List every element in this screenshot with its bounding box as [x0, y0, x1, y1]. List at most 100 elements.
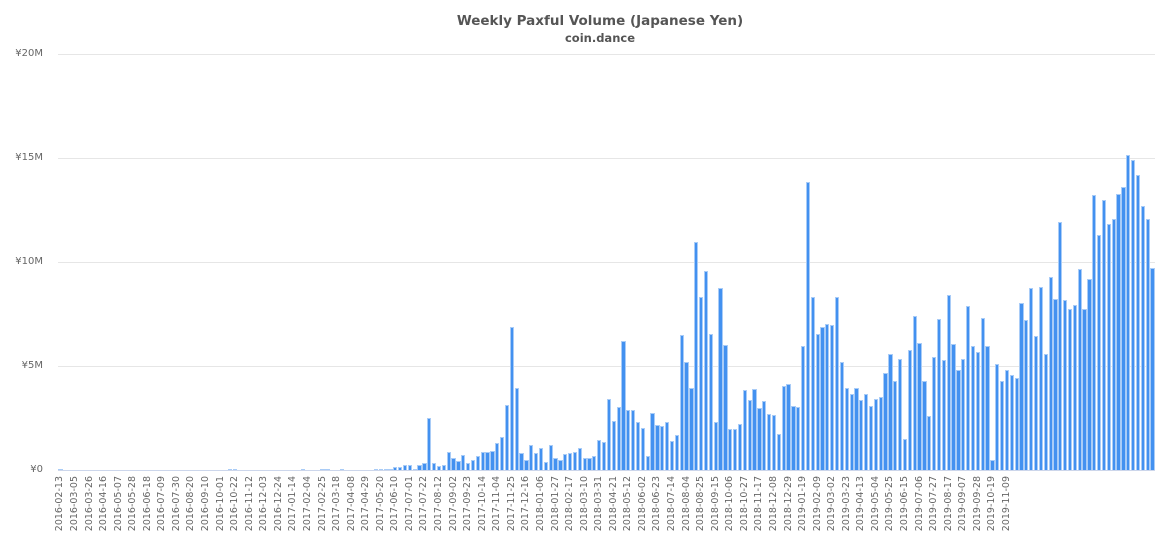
bar[interactable] [378, 468, 383, 470]
bar[interactable] [956, 369, 961, 470]
bar[interactable] [961, 358, 966, 470]
bar[interactable] [800, 345, 806, 470]
bar[interactable] [888, 354, 893, 470]
bar[interactable] [1131, 159, 1136, 470]
bar[interactable] [941, 359, 946, 470]
bar[interactable] [461, 455, 466, 470]
bar[interactable] [412, 468, 417, 470]
bar[interactable] [810, 297, 815, 470]
bar[interactable] [1024, 320, 1029, 470]
bar[interactable] [563, 453, 568, 470]
bar[interactable] [995, 363, 1000, 470]
bar[interactable] [1004, 369, 1010, 470]
bar[interactable] [1140, 205, 1145, 470]
bar[interactable] [529, 445, 534, 470]
bar[interactable] [1038, 286, 1044, 470]
bar[interactable] [1009, 375, 1014, 470]
bar[interactable] [451, 457, 456, 470]
bar[interactable] [558, 459, 563, 470]
bar[interactable] [509, 326, 514, 470]
bar[interactable] [407, 465, 413, 470]
bar[interactable] [422, 462, 427, 470]
bar[interactable] [936, 318, 942, 470]
bar[interactable] [980, 318, 985, 470]
bar[interactable] [1111, 218, 1116, 470]
bar[interactable] [883, 373, 888, 470]
bar[interactable] [1116, 193, 1121, 470]
bar[interactable] [519, 452, 524, 470]
bar[interactable] [893, 380, 898, 470]
bar[interactable] [436, 465, 442, 470]
bar[interactable] [723, 345, 728, 470]
bar[interactable] [771, 414, 777, 470]
bar[interactable] [543, 462, 548, 470]
bar[interactable] [441, 464, 446, 470]
bar[interactable] [1053, 299, 1058, 470]
bar[interactable] [747, 399, 752, 470]
bar[interactable] [320, 469, 325, 470]
bar[interactable] [538, 448, 544, 470]
bar[interactable] [728, 429, 733, 470]
bar[interactable] [1082, 308, 1087, 470]
bar[interactable] [873, 399, 879, 470]
bar[interactable] [825, 324, 830, 470]
bar[interactable] [951, 344, 956, 470]
bar[interactable] [480, 452, 485, 470]
bar[interactable] [1033, 336, 1039, 470]
bar[interactable] [577, 448, 582, 470]
bar[interactable] [776, 433, 781, 470]
bar[interactable] [932, 357, 937, 470]
bar[interactable] [1077, 268, 1082, 470]
bar[interactable] [606, 398, 612, 470]
bar[interactable] [601, 441, 607, 470]
bar[interactable] [786, 384, 791, 470]
bar[interactable] [669, 440, 675, 470]
bar[interactable] [398, 467, 403, 470]
bar[interactable] [504, 404, 510, 470]
bar[interactable] [699, 297, 704, 470]
bar[interactable] [820, 326, 825, 470]
bar[interactable] [1072, 304, 1078, 470]
bar[interactable] [417, 465, 422, 470]
bar[interactable] [1048, 276, 1053, 470]
bar[interactable] [907, 350, 912, 470]
bar[interactable] [965, 306, 971, 470]
bar[interactable] [946, 295, 951, 470]
bar[interactable] [718, 288, 723, 470]
bar[interactable] [495, 442, 500, 470]
bar[interactable] [611, 420, 616, 470]
bar[interactable] [1014, 377, 1019, 470]
bar[interactable] [694, 242, 699, 470]
bar[interactable] [1019, 302, 1024, 470]
bar[interactable] [383, 468, 388, 470]
bar[interactable] [660, 426, 665, 470]
bar[interactable] [640, 427, 646, 470]
bar[interactable] [1063, 300, 1068, 470]
bar[interactable] [1145, 218, 1150, 470]
bar[interactable] [844, 387, 849, 470]
bar[interactable] [834, 296, 840, 470]
bar[interactable] [1067, 308, 1073, 470]
bar[interactable] [1150, 267, 1155, 470]
bar[interactable] [456, 460, 461, 470]
bar[interactable] [626, 410, 631, 470]
bar[interactable] [228, 469, 233, 470]
bar[interactable] [742, 389, 747, 470]
bar[interactable] [621, 341, 626, 470]
bar[interactable] [466, 462, 471, 470]
bar[interactable] [388, 468, 393, 470]
bar[interactable] [796, 406, 801, 470]
bar[interactable] [572, 452, 578, 470]
bar[interactable] [233, 469, 238, 470]
bar[interactable] [597, 440, 602, 470]
bar[interactable] [713, 421, 718, 470]
bar[interactable] [1058, 222, 1063, 470]
bar[interactable] [752, 388, 757, 470]
bar[interactable] [766, 413, 772, 470]
bar[interactable] [393, 467, 398, 470]
bar[interactable] [446, 452, 451, 470]
bar[interactable] [592, 455, 597, 470]
bar[interactable] [805, 181, 811, 470]
bar[interactable] [737, 423, 743, 470]
bar[interactable] [1029, 288, 1034, 470]
